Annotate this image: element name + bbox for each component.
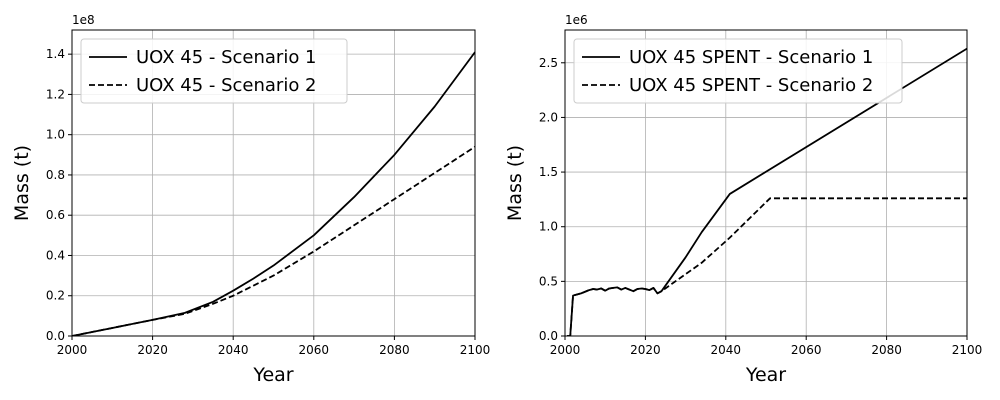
chart-panel-1: 2000 2020 2040 2060 2080 2100 0.0 0.2 0.4 0.6 0.8 1… <box>11 13 490 386</box>
y-tick-label: 0.0 <box>46 329 65 343</box>
x-tick-label: 2080 <box>871 343 902 357</box>
y-tick-label: 0.4 <box>46 248 65 262</box>
y-tick-label: 0.8 <box>46 168 65 182</box>
x-tick-label: 2000 <box>550 343 581 357</box>
y-tick-label: 2.5 <box>539 56 558 70</box>
x-tick-label: 2020 <box>630 343 661 357</box>
x-tick-label: 2100 <box>460 343 491 357</box>
y-tick-label: 1.0 <box>46 128 65 142</box>
y-tick-label: 1.4 <box>46 47 65 61</box>
y-tick-label: 0.2 <box>46 289 65 303</box>
series-line-2 <box>567 197 967 336</box>
legend-box <box>573 38 903 104</box>
x-tick-label: 2000 <box>57 343 88 357</box>
x-axis-label: Year <box>745 364 786 386</box>
legend-label-2: UOX 45 - Scenario 2 <box>136 75 317 96</box>
axes-frame <box>564 29 968 337</box>
legend-label-1: UOX 45 - Scenario 1 <box>136 47 317 68</box>
legend-label-1: UOX 45 SPENT - Scenario 1 <box>629 47 873 68</box>
y-tick-label: 2.0 <box>539 110 558 124</box>
x-tick-label: 2060 <box>299 343 330 357</box>
x-tick-label: 2100 <box>952 343 983 357</box>
x-tick-label: 2040 <box>218 343 249 357</box>
chart-panel-2: 2000 2020 2040 2060 2080 2100 0.0 0.5 1.0 1.5 2.0 2… <box>504 13 982 386</box>
y-axis-label: Mass (t) <box>11 145 33 221</box>
y-tick-label: 1.2 <box>46 87 65 101</box>
y-tick-label: 1.5 <box>539 165 558 179</box>
x-tick-label: 2080 <box>379 343 410 357</box>
y-tick-label: 0.0 <box>539 329 558 343</box>
y-axis-label: Mass (t) <box>504 145 526 221</box>
legend-box <box>80 38 348 104</box>
y-tick-label: 0.5 <box>539 274 558 288</box>
y-tick-label: 1.0 <box>539 220 558 234</box>
x-tick-label: 2040 <box>711 343 742 357</box>
x-axis-label: Year <box>252 364 293 386</box>
y-tick-label: 0.6 <box>46 208 65 222</box>
legend-label-2: UOX 45 SPENT - Scenario 2 <box>629 75 873 96</box>
series-line-2 <box>72 146 475 336</box>
x-tick-label: 2020 <box>137 343 168 357</box>
x-tick-label: 2060 <box>791 343 822 357</box>
y-offset-label: 1e8 <box>72 13 95 27</box>
axes-frame <box>71 29 476 337</box>
y-offset-label: 1e6 <box>565 13 588 27</box>
